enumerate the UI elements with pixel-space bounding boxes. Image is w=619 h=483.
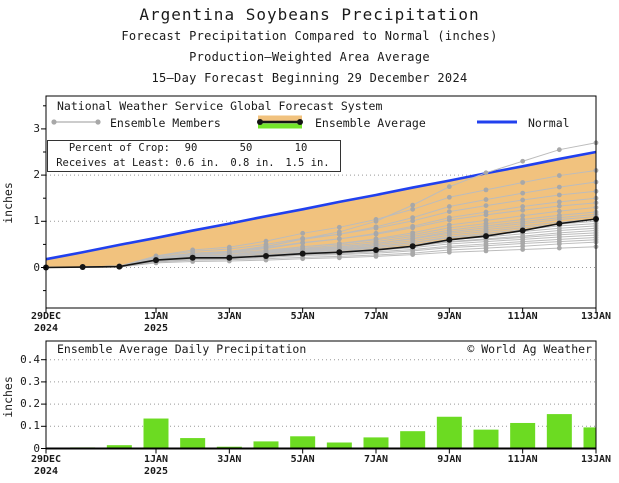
main-chart (41, 95, 599, 313)
legend-heading: National Weather Service Global Forecast… (57, 99, 383, 113)
amount-90pct: 0.6 in. (175, 157, 220, 169)
bottom-panel-title: Ensemble Average Daily Precipitation (57, 342, 307, 356)
x-tick-label: 1JAN (143, 311, 169, 322)
daily-bars (46, 414, 596, 449)
chart-subtitle-2: Production—Weighted Area Average (189, 50, 430, 64)
ensemble-average-line (43, 215, 599, 271)
daily-precip-bar (436, 416, 462, 449)
ensemble-average-swatch-orange (258, 115, 302, 122)
x-tick-label: 29DEC (30, 454, 62, 465)
amount-50pct: 0.8 in. (230, 157, 275, 169)
bottom-y-tick-label: 0 (33, 441, 40, 455)
crop-pct-90: 90 (184, 142, 198, 154)
daily-precip-bar (180, 438, 206, 449)
x-tick-label: 13JAN (580, 454, 612, 465)
daily-precip-bar (253, 441, 279, 449)
main-y-tick-label: 0 (33, 260, 40, 274)
x-tick-label: 2024 (33, 466, 59, 477)
daily-precip-bar (106, 445, 132, 449)
copyright-credit: © World Ag Weather (467, 342, 592, 356)
main-y-tick-label: 3 (33, 121, 40, 135)
row-label: Receives at Least: (56, 157, 170, 169)
x-tick-label: 5JAN (290, 454, 315, 465)
daily-precip-bar (143, 418, 169, 449)
x-tick-label: 13JAN (580, 311, 612, 322)
bottom-y-tick-label: 0.3 (20, 374, 40, 388)
x-tick-label: 9JAN (437, 311, 462, 322)
daily-precip-bar (326, 442, 352, 449)
chart-subtitle-1: Forecast Precipitation Compared to Norma… (121, 29, 498, 43)
main-y-tick-label: 1 (33, 214, 40, 228)
bottom-y-tick-label: 0.4 (20, 352, 40, 366)
daily-precip-bar (510, 422, 536, 449)
bottom-y-tick-label: 0.2 (20, 397, 40, 411)
legend-normal-label: Normal (528, 116, 570, 130)
x-tick-label: 5JAN (290, 311, 315, 322)
x-tick-label: 2024 (33, 323, 59, 334)
daily-precip-bar (546, 414, 572, 449)
bottom-chart (41, 340, 597, 454)
amount-10pct: 1.5 in. (285, 157, 330, 169)
x-tick-label: 7JAN (363, 311, 389, 322)
x-tick-label: 3JAN (217, 454, 242, 465)
percent-of-crop-table: Percent of Crop: 90 50 10 Receives at Le… (47, 140, 341, 172)
crop-pct-50: 50 (239, 142, 253, 154)
daily-precip-bar (473, 429, 499, 449)
main-y-axis-label: inches (1, 182, 15, 224)
legend-ensemble-average-label: Ensemble Average (315, 116, 426, 130)
legend-ensemble-members-label: Ensemble Members (110, 116, 221, 130)
daily-precip-bar (400, 431, 426, 449)
ensemble-average-swatch-green (258, 123, 302, 129)
legend-swatches (51, 115, 517, 129)
daily-precip-bar (583, 427, 596, 449)
crop-pct-10: 10 (294, 142, 308, 154)
x-tick-label: 29DEC (30, 311, 62, 322)
x-tick-label: 2025 (143, 323, 169, 334)
main-frame (45, 95, 597, 309)
table-row: Percent of Crop: 90 50 10 (48, 141, 340, 156)
normal-line (45, 150, 597, 261)
table-row: Receives at Least: 0.6 in. 0.8 in. 1.5 i… (48, 156, 340, 171)
chart-subtitle-3: 15—Day Forecast Beginning 29 December 20… (151, 71, 468, 85)
x-tick-label: 2025 (143, 466, 169, 477)
daily-precip-bar (363, 437, 389, 449)
main-y-tick-label: 2 (33, 168, 40, 182)
row-label: Percent of Crop: (68, 142, 170, 154)
x-tick-label: 1JAN (143, 454, 169, 465)
x-tick-label: 7JAN (363, 454, 389, 465)
chart-title: Argentina Soybeans Precipitation (139, 5, 480, 24)
daily-precip-bar (290, 436, 316, 449)
bottom-y-tick-label: 0.1 (20, 419, 40, 433)
x-tick-label: 11JAN (507, 311, 538, 322)
x-tick-label: 11JAN (507, 454, 538, 465)
x-tick-label: 9JAN (437, 454, 462, 465)
x-tick-label: 3JAN (217, 311, 242, 322)
